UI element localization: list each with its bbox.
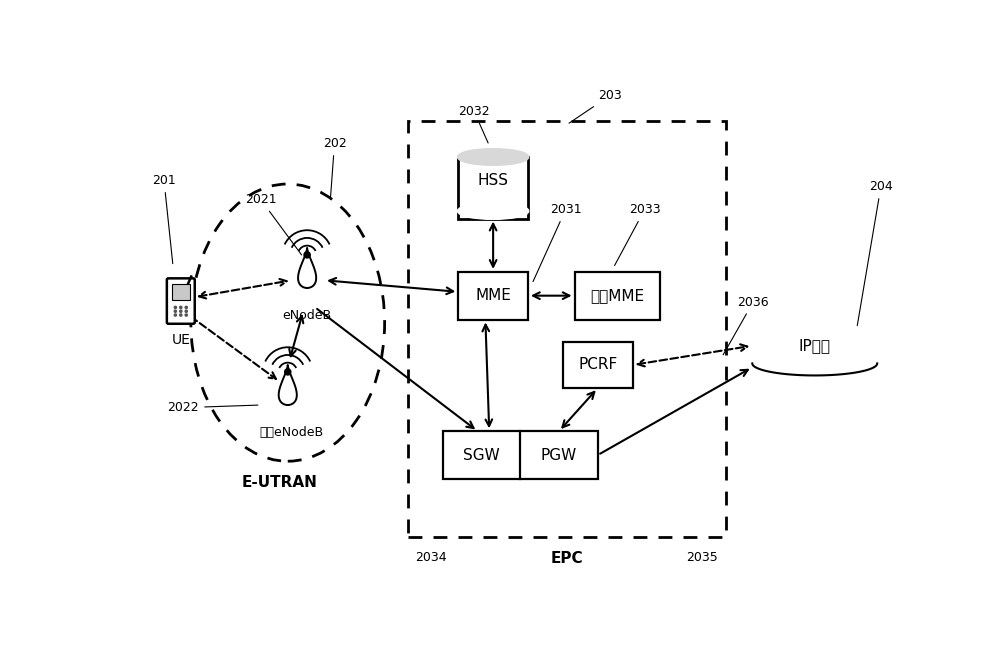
Bar <box>458 272 528 319</box>
Polygon shape <box>298 248 316 288</box>
Text: 2036: 2036 <box>723 295 769 355</box>
Circle shape <box>822 321 868 366</box>
Text: 201: 201 <box>152 174 176 264</box>
Bar <box>408 121 726 537</box>
Circle shape <box>844 336 882 375</box>
Text: eNodeB: eNodeB <box>283 308 332 322</box>
Circle shape <box>791 311 844 364</box>
Polygon shape <box>279 365 297 405</box>
Text: MME: MME <box>475 288 511 303</box>
Circle shape <box>765 323 811 368</box>
Text: 2033: 2033 <box>615 203 660 266</box>
Text: 其它eNodeB: 其它eNodeB <box>260 426 324 439</box>
Circle shape <box>285 369 291 375</box>
Text: SGW: SGW <box>463 448 500 463</box>
Bar <box>574 272 660 319</box>
Text: 2031: 2031 <box>533 203 581 282</box>
Circle shape <box>180 314 182 316</box>
Text: 204: 204 <box>857 180 893 326</box>
Bar <box>443 431 598 479</box>
Ellipse shape <box>458 150 528 165</box>
Text: IP业务: IP业务 <box>799 338 831 353</box>
Text: 202: 202 <box>323 137 346 196</box>
Text: 2035: 2035 <box>686 551 718 564</box>
FancyBboxPatch shape <box>167 279 195 324</box>
Circle shape <box>174 310 176 312</box>
Circle shape <box>750 336 788 375</box>
Circle shape <box>174 307 176 308</box>
Circle shape <box>185 307 187 308</box>
Circle shape <box>180 307 182 308</box>
Circle shape <box>304 252 310 258</box>
Circle shape <box>185 314 187 316</box>
Bar <box>458 157 528 218</box>
Text: EPC: EPC <box>550 551 583 566</box>
Text: 2021: 2021 <box>245 193 302 255</box>
Bar <box>172 284 190 300</box>
Text: PCRF: PCRF <box>578 358 617 373</box>
Text: HSS: HSS <box>478 172 509 188</box>
Bar <box>752 347 877 375</box>
Circle shape <box>180 310 182 312</box>
Circle shape <box>174 314 176 316</box>
Text: 其它MME: 其它MME <box>590 288 644 303</box>
Text: 2032: 2032 <box>458 105 490 143</box>
Text: 2034: 2034 <box>416 551 447 564</box>
Ellipse shape <box>458 203 528 218</box>
Text: 203: 203 <box>569 89 622 123</box>
Circle shape <box>185 310 187 312</box>
Text: E-UTRAN: E-UTRAN <box>242 475 318 490</box>
Text: PGW: PGW <box>541 448 577 463</box>
Text: UE: UE <box>171 334 190 347</box>
Bar <box>563 342 633 388</box>
Text: 2022: 2022 <box>168 401 258 414</box>
